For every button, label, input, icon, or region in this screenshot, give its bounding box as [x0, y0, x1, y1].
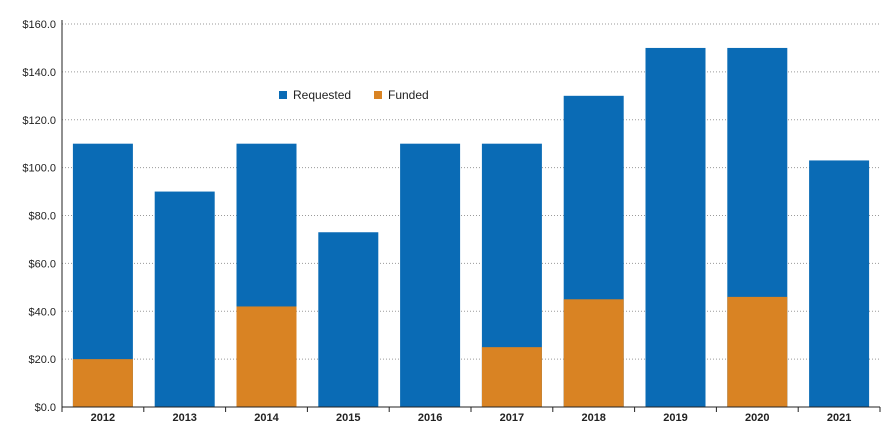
x-tick-label: 2015: [336, 412, 360, 422]
bar-funded-2012: [72, 359, 133, 407]
legend-label-requested: Requested: [293, 88, 351, 102]
bar-funded-2020: [727, 296, 788, 407]
bar-funded-2018: [563, 299, 624, 407]
x-tick-label: 2018: [581, 412, 605, 422]
y-tick-label: $140.0: [22, 67, 56, 79]
x-tick-label: 2017: [500, 412, 524, 422]
x-tick-label: 2021: [827, 412, 851, 422]
x-tick-label: 2014: [254, 412, 279, 422]
legend-label-funded: Funded: [388, 88, 429, 102]
bar-funded-2017: [481, 347, 542, 407]
legend: Requested Funded: [279, 88, 429, 102]
x-tick-label: 2020: [745, 412, 769, 422]
bar-requested-2015: [318, 232, 379, 407]
x-tick-label: 2013: [172, 412, 196, 422]
bar-requested-2021: [809, 160, 870, 407]
y-tick-label: $60.0: [28, 258, 56, 270]
y-tick-label: $160.0: [22, 19, 56, 31]
bar-funded-2014: [236, 306, 297, 407]
bars: [72, 47, 870, 407]
bar-requested-2016: [400, 143, 461, 407]
x-tick-label: 2016: [418, 412, 442, 422]
y-axis-ticks: $0.0 $20.0 $40.0 $60.0 $80.0 $100.0 $120.0 $140…: [22, 19, 56, 414]
y-tick-label: $0.0: [35, 402, 56, 414]
y-tick-label: $80.0: [28, 211, 56, 223]
y-tick-label: $20.0: [28, 354, 56, 366]
legend-swatch-funded: [374, 91, 382, 99]
x-axis: 2012 2013 2014 2015 2016 2017 2018 2019 2020 2021: [61, 20, 881, 422]
x-tick-label: 2019: [663, 412, 687, 422]
bar-requested-2019: [645, 47, 706, 407]
y-tick-label: $100.0: [22, 163, 56, 175]
x-tick-label: 2012: [91, 412, 115, 422]
legend-swatch-requested: [279, 91, 287, 99]
bar-requested-2013: [154, 191, 215, 407]
y-tick-label: $40.0: [28, 306, 56, 318]
y-tick-label: $120.0: [22, 115, 56, 127]
